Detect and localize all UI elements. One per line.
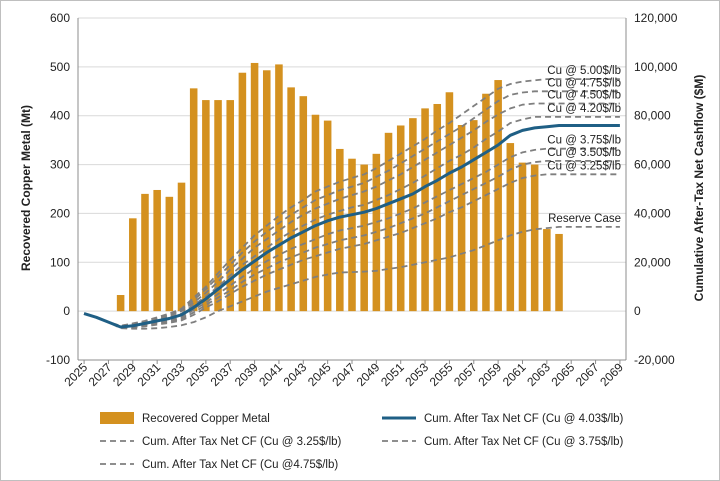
bar-2047: [348, 158, 356, 312]
bar-2039: [250, 62, 259, 312]
bar-2045: [323, 120, 332, 312]
bar-2063: [543, 229, 551, 312]
bar-2035: [202, 100, 210, 312]
y-axis-right-title: Cumulative After-Tax Net Cashflow ($M): [692, 75, 706, 302]
bar-2040: [262, 70, 271, 312]
bar-2058: [482, 93, 490, 312]
y-right-tick-label: 20,000: [634, 255, 671, 269]
y-right-tick-label: 80,000: [634, 109, 671, 123]
y-right-tick-label: 100,000: [634, 60, 678, 74]
legend-label: Recovered Copper Metal: [142, 413, 270, 425]
line-sensitivity-6: [83, 173, 620, 329]
bar-2053: [421, 108, 429, 312]
bar-2038: [238, 72, 247, 312]
bar-2050: [384, 132, 393, 312]
bar-2062: [530, 164, 539, 312]
legend: Recovered Copper Metal Cum. After Tax Net…: [100, 412, 624, 471]
bar-2029: [129, 218, 137, 312]
legend-label: Cum. After Tax Net CF (Cu @4.75$/lb): [142, 459, 338, 471]
bar-series: [116, 62, 563, 312]
bar-2033: [177, 182, 186, 312]
cashflow-lines: [83, 78, 620, 330]
bar-2028: [116, 295, 125, 312]
y-right-tick-label: -20,000: [634, 353, 675, 367]
bar-2057: [470, 120, 478, 312]
line-end-label: Cu @ 4.75$/lb: [547, 77, 621, 89]
y-left-tick-label: 300: [50, 158, 70, 172]
bar-2031: [153, 189, 161, 312]
legend-swatch-bar: [100, 412, 134, 424]
y-left-tick-label: 200: [50, 206, 70, 220]
legend-label: Cum. After Tax Net CF (Cu @ 3.75$/lb): [424, 436, 624, 448]
bar-2043: [299, 96, 308, 312]
bar-2059: [494, 80, 502, 312]
y-right-tick-label: 40,000: [634, 206, 671, 220]
bar-2052: [409, 118, 417, 312]
line-end-label: Cu @ 3.75$/lb: [547, 135, 621, 147]
legend-label: Cum. After Tax Net CF (Cu @ 3.25$/lb): [142, 436, 342, 448]
line-sensitivity-7: [83, 226, 620, 330]
line-sensitivity-5: [83, 160, 620, 329]
y-axis-left-title: Recovered Copper Metal (Mt): [19, 105, 33, 271]
y-left-tick-label: 500: [50, 60, 70, 74]
bar-2064: [555, 233, 563, 312]
line-sensitivity-1: [83, 90, 620, 327]
bar-2041: [275, 64, 283, 312]
line-sensitivity-4: [83, 147, 620, 329]
bar-2032: [165, 196, 174, 312]
line-end-label: Reserve Case: [548, 213, 621, 225]
line-end-label: Cu @ 5.00$/lb: [547, 65, 621, 77]
bar-2037: [226, 100, 234, 312]
y-right-tick-label: 0: [634, 304, 641, 318]
bar-2030: [141, 193, 149, 312]
bar-2036: [214, 100, 222, 312]
bar-2056: [457, 124, 466, 312]
line-base-case: [83, 124, 620, 329]
y-left-tick-label: 0: [63, 304, 70, 318]
y-left-tick-label: -100: [46, 353, 70, 367]
line-sensitivity-0: [83, 78, 620, 327]
y-right-tick-label: 60,000: [634, 158, 671, 172]
line-sensitivity-2: [83, 102, 620, 328]
line-end-label: Cu @ 3.50$/lb: [547, 147, 621, 159]
bar-2061: [518, 162, 527, 312]
bar-2051: [396, 125, 405, 312]
line-end-label: Cu @ 4.50$/lb: [547, 90, 621, 102]
bar-2042: [287, 87, 295, 312]
bar-2044: [311, 114, 320, 312]
bar-2048: [360, 164, 368, 312]
y-right-tick-label: 120,000: [634, 11, 678, 25]
line-end-label: Cu @ 4.20$/lb: [547, 103, 621, 115]
y-left-tick-label: 600: [50, 11, 70, 25]
bar-2034: [189, 88, 198, 312]
legend-label: Cum. After Tax Net CF (Cu @ 4.03$/lb): [424, 413, 624, 425]
y-left-tick-label: 400: [50, 109, 70, 123]
line-end-label: Cu @ 3.25$/lb: [547, 160, 621, 172]
bar-2060: [506, 143, 515, 312]
y-left-tick-label: 100: [50, 255, 70, 269]
